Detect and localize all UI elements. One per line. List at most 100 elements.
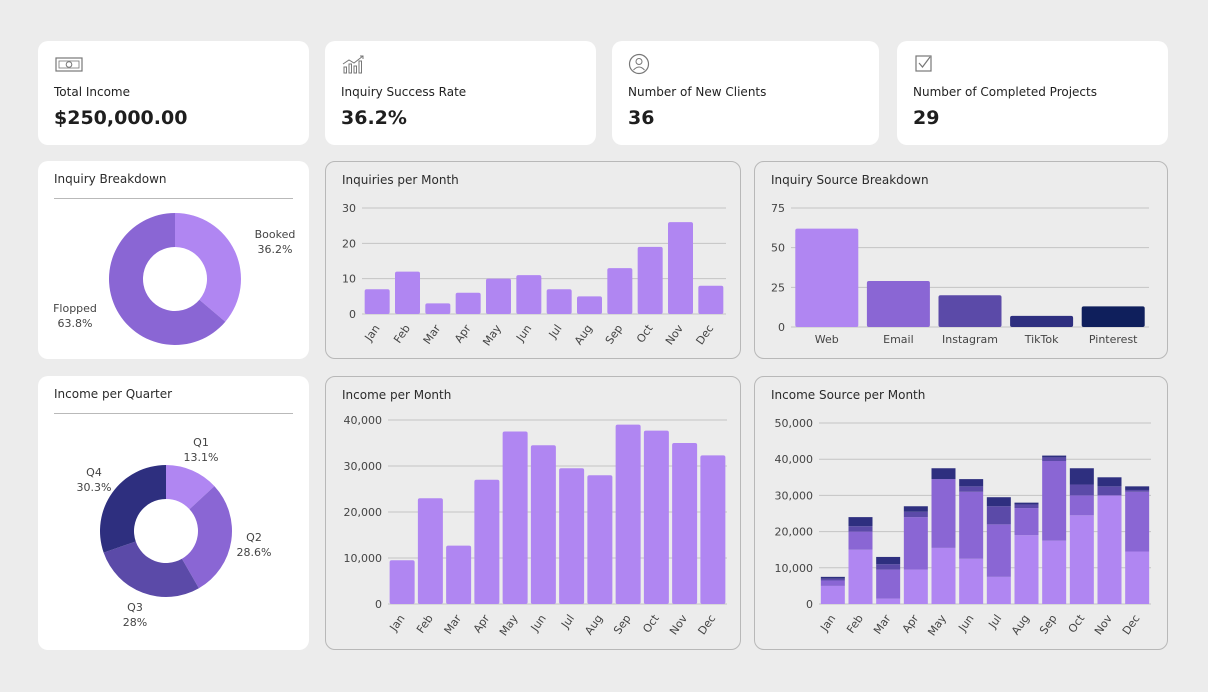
bar-segment bbox=[1014, 504, 1039, 509]
y-tick-label: 50 bbox=[771, 242, 785, 255]
bar-segment bbox=[1125, 551, 1150, 604]
divider bbox=[54, 198, 293, 199]
x-tick-label: Dec bbox=[695, 612, 718, 637]
x-tick-label: May bbox=[497, 612, 521, 638]
card-title: Inquiry Breakdown bbox=[54, 172, 167, 186]
bar-segment bbox=[1042, 457, 1067, 462]
x-tick-label: Jul bbox=[558, 612, 577, 631]
slice-value-label: 63.8% bbox=[58, 317, 93, 330]
bar-segment bbox=[1125, 491, 1150, 552]
x-tick-label: Instagram bbox=[942, 333, 998, 346]
bar-segment bbox=[876, 569, 901, 599]
kpi-card-completed-projects: Number of Completed Projects 29 bbox=[897, 41, 1168, 145]
x-tick-label: Oct bbox=[640, 612, 662, 636]
inquiry-breakdown-card: Inquiry Breakdown Booked 36.2% Flopped 63.8… bbox=[38, 161, 309, 359]
bar-segment bbox=[1097, 477, 1122, 487]
bar bbox=[530, 445, 556, 604]
x-tick-label: Sep bbox=[1037, 612, 1060, 636]
bar bbox=[502, 431, 528, 604]
x-tick-label: Oct bbox=[1066, 612, 1088, 636]
x-tick-label: Feb bbox=[844, 612, 866, 635]
bar-segment bbox=[820, 578, 845, 581]
bar-segment bbox=[820, 576, 845, 579]
x-tick-label: Jul bbox=[546, 322, 565, 341]
y-tick-label: 75 bbox=[771, 202, 785, 215]
kpi-card-total-income: Total Income $250,000.00 bbox=[38, 41, 309, 145]
bar-segment bbox=[959, 558, 984, 604]
x-tick-label: Web bbox=[815, 333, 839, 346]
bar-segment bbox=[986, 576, 1011, 604]
y-tick-label: 0 bbox=[806, 598, 813, 611]
kpi-value: $250,000.00 bbox=[54, 107, 188, 129]
bar bbox=[559, 468, 585, 604]
money-icon bbox=[55, 57, 83, 72]
bar bbox=[938, 295, 1002, 327]
bar-segment bbox=[1069, 468, 1094, 485]
bar-segment bbox=[903, 517, 928, 570]
card-title: Income Source per Month bbox=[771, 388, 926, 402]
income-source-per-month-card: Income Source per Month 0 10,000 20,000 30,… bbox=[754, 376, 1168, 650]
bar-segment bbox=[848, 517, 873, 527]
x-tick-label: Aug bbox=[582, 612, 605, 637]
bar-segment bbox=[848, 526, 873, 532]
slice-label: Q3 bbox=[127, 601, 143, 614]
bar-segment bbox=[1014, 508, 1039, 536]
pie-slice bbox=[103, 541, 199, 597]
x-tick-label: Apr bbox=[471, 612, 493, 635]
bar bbox=[668, 222, 693, 314]
bar-segment bbox=[931, 547, 956, 604]
bar-segment bbox=[959, 479, 984, 487]
bar bbox=[395, 271, 420, 314]
y-tick-label: 30 bbox=[342, 202, 356, 215]
x-tick-label: Aug bbox=[1009, 612, 1032, 637]
bar bbox=[474, 479, 500, 604]
x-tick-label: Mar bbox=[421, 322, 444, 347]
bar-segment bbox=[903, 569, 928, 604]
kpi-value: 36 bbox=[628, 107, 655, 129]
kpi-label: Total Income bbox=[54, 85, 130, 99]
bar-segment bbox=[876, 564, 901, 570]
slice-value-label: 36.2% bbox=[258, 243, 293, 256]
inquiry-breakdown-chart: Booked 36.2% Flopped 63.8% bbox=[53, 213, 295, 345]
inquiries-per-month-chart: 0 10 20 30 Jan Feb Mar Apr May Jun Jul Aug Sep Oct Nov… bbox=[342, 202, 726, 348]
bar-segment bbox=[1097, 486, 1122, 496]
x-tick-label: Jun bbox=[513, 322, 534, 344]
bar-segment bbox=[903, 506, 928, 512]
bar bbox=[587, 475, 613, 604]
income-per-month-card: Income per Month 0 10,000 20,000 30,000 40,0… bbox=[325, 376, 741, 650]
x-tick-label: Jan bbox=[817, 612, 838, 634]
y-tick-label: 40,000 bbox=[344, 414, 383, 427]
kpi-card-new-clients: Number of New Clients 36 bbox=[612, 41, 879, 145]
bar-segment bbox=[1125, 486, 1150, 490]
x-tick-label: Mar bbox=[871, 612, 894, 637]
x-tick-label: Jun bbox=[528, 612, 549, 634]
pie-slice bbox=[175, 213, 242, 322]
bar bbox=[446, 545, 472, 604]
bar-segment bbox=[1042, 455, 1067, 458]
bar-segment bbox=[931, 479, 956, 548]
x-tick-label: Feb bbox=[391, 322, 413, 345]
bar bbox=[364, 289, 390, 314]
bar-segment bbox=[903, 511, 928, 518]
bar-segment bbox=[1069, 484, 1094, 496]
slice-value-label: 28.6% bbox=[237, 546, 272, 559]
y-tick-label: 25 bbox=[771, 281, 785, 294]
pie-slice bbox=[181, 486, 232, 589]
bar-segment bbox=[1042, 540, 1067, 604]
bar bbox=[1081, 306, 1145, 327]
y-tick-label: 30,000 bbox=[775, 489, 814, 502]
bar bbox=[643, 430, 669, 604]
x-tick-label: Dec bbox=[693, 322, 716, 347]
x-tick-label: Feb bbox=[414, 612, 436, 635]
kpi-label: Number of New Clients bbox=[628, 85, 767, 99]
x-tick-label: Nov bbox=[663, 322, 686, 347]
inquiry-source-breakdown-card: Inquiry Source Breakdown 0 25 50 75 Web Email… bbox=[754, 161, 1168, 359]
bar-segment bbox=[1125, 489, 1150, 492]
bar-segment bbox=[876, 556, 901, 565]
x-tick-label: Jul bbox=[985, 612, 1004, 631]
bar-segment bbox=[1014, 502, 1039, 505]
x-tick-label: Mar bbox=[442, 612, 465, 637]
y-tick-label: 0 bbox=[349, 308, 356, 321]
bar-segment bbox=[876, 598, 901, 604]
bar-segment bbox=[986, 506, 1011, 525]
